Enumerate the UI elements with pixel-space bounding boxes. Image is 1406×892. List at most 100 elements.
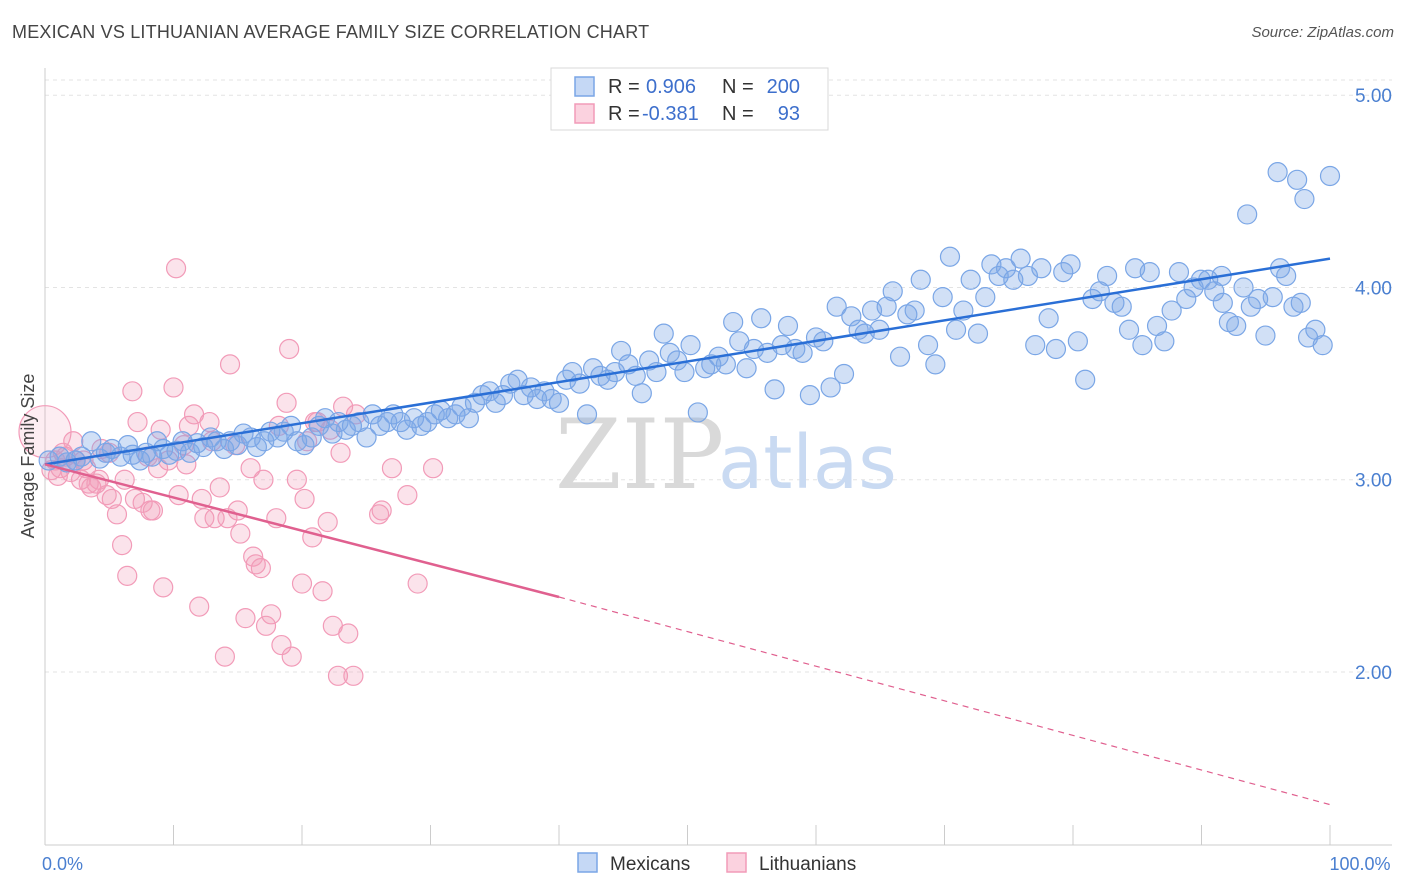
lithuanian-point bbox=[178, 415, 200, 436]
mexican-point bbox=[917, 335, 939, 356]
lithuanian-point bbox=[369, 504, 390, 525]
lithuanian-point bbox=[147, 458, 169, 479]
lithuanian-point bbox=[261, 604, 282, 625]
legend-r-value: -0.381 bbox=[642, 103, 699, 125]
mexican-point bbox=[356, 427, 377, 448]
legend: R = 0.906 N = 200 R = -0.381 N = 93 bbox=[550, 67, 829, 131]
mexican-point bbox=[403, 408, 425, 429]
lithuanian-point bbox=[219, 354, 241, 375]
mexican-point bbox=[674, 361, 695, 383]
mexican-point bbox=[576, 404, 598, 425]
lithuanian-point bbox=[381, 458, 403, 479]
mexican-point bbox=[1176, 288, 1197, 310]
mexican-point bbox=[1233, 277, 1254, 298]
mexican-point bbox=[659, 342, 680, 363]
mexican-point bbox=[1060, 254, 1081, 275]
legend-n-value: 200 bbox=[767, 76, 800, 98]
lithuanians-trend-extension bbox=[558, 596, 1331, 806]
axes bbox=[44, 68, 1392, 846]
legend-r-label: R = bbox=[608, 103, 640, 125]
mexican-point bbox=[932, 286, 953, 308]
lithuanian-point bbox=[317, 511, 338, 533]
lithuanian-point bbox=[294, 488, 315, 510]
y-tick-label: 3.00 bbox=[1355, 471, 1392, 492]
lithuanian-point bbox=[127, 411, 148, 433]
mexican-point bbox=[1255, 325, 1276, 346]
mexican-point bbox=[680, 335, 701, 356]
mexican-point bbox=[975, 286, 996, 308]
mexican-point bbox=[1154, 331, 1175, 352]
mexican-point bbox=[1118, 319, 1140, 340]
source-label: Source: ZipAtlas.com bbox=[1251, 24, 1394, 41]
mexican-point bbox=[945, 319, 967, 340]
bottom-legend-swatch-lithuanians bbox=[726, 852, 747, 873]
mexican-point bbox=[889, 346, 911, 367]
lithuanian-point bbox=[165, 258, 187, 279]
lithuanian-point bbox=[78, 473, 99, 494]
mexican-point bbox=[322, 423, 343, 444]
lithuanian-point bbox=[291, 573, 313, 594]
mexican-point bbox=[777, 315, 799, 337]
mexican-point bbox=[417, 411, 438, 433]
mexican-point bbox=[464, 392, 486, 413]
lithuanian-point bbox=[214, 646, 235, 667]
x-tick-labels: 0.0% 100.0% bbox=[42, 854, 1391, 874]
watermark-zip: ZIP bbox=[555, 399, 724, 511]
lithuanian-point bbox=[422, 458, 444, 479]
x-tick-label: 0.0% bbox=[42, 854, 83, 874]
y-tick-label: 4.00 bbox=[1355, 278, 1392, 299]
lithuanian-point bbox=[250, 558, 271, 579]
lithuanian-point bbox=[122, 381, 143, 402]
mexican-point bbox=[925, 354, 946, 375]
mexican-point bbox=[1031, 258, 1052, 279]
mexican-point bbox=[526, 388, 548, 410]
mexican-point bbox=[995, 258, 1017, 279]
mexican-point bbox=[1294, 188, 1315, 210]
lithuanian-point bbox=[106, 504, 128, 525]
mexican-point bbox=[1132, 335, 1153, 356]
y-tick-label: 2.00 bbox=[1355, 663, 1392, 684]
lithuanian-point bbox=[235, 608, 256, 629]
lithuanian-point bbox=[281, 646, 302, 667]
legend-n-label: N = bbox=[722, 103, 754, 125]
mexican-point bbox=[820, 377, 841, 398]
mexican-point bbox=[1168, 261, 1190, 283]
mexican-point bbox=[882, 281, 903, 302]
mexican-point bbox=[723, 311, 744, 333]
lithuanian-point bbox=[330, 442, 351, 463]
mexican-point bbox=[254, 431, 275, 452]
mexican-point bbox=[1097, 265, 1118, 287]
mexican-point bbox=[639, 350, 660, 371]
mexican-point bbox=[1025, 335, 1046, 356]
mexican-point bbox=[1262, 286, 1283, 308]
bottom-legend: Mexicans Lithuanians bbox=[577, 852, 856, 875]
mexican-point bbox=[910, 269, 931, 290]
chart-title: MEXICAN VS LITHUANIAN AVERAGE FAMILY SIZ… bbox=[12, 22, 650, 42]
lithuanian-point bbox=[111, 534, 133, 556]
mexican-point bbox=[411, 415, 432, 436]
mexican-point bbox=[1312, 335, 1333, 356]
grid-lines bbox=[45, 79, 1392, 673]
mexican-point bbox=[1226, 315, 1247, 337]
mexican-point bbox=[294, 435, 315, 456]
trend-lines bbox=[44, 257, 1331, 806]
legend-box bbox=[550, 67, 829, 131]
mexican-point bbox=[1111, 296, 1132, 317]
watermark-atlas: atlas bbox=[718, 420, 897, 506]
mexican-point bbox=[301, 427, 322, 448]
mexican-point bbox=[1287, 169, 1308, 190]
lithuanian-point bbox=[243, 546, 264, 567]
lithuanian-point bbox=[253, 469, 274, 490]
mexican-point bbox=[653, 323, 674, 344]
lithuanian-point bbox=[407, 573, 428, 594]
lithuanian-point bbox=[276, 392, 297, 413]
legend-r-label: R = bbox=[608, 76, 640, 98]
lithuanian-point bbox=[397, 485, 418, 506]
lithuanian-point bbox=[343, 665, 364, 686]
x-tick-label: 100.0% bbox=[1329, 854, 1390, 874]
bottom-legend-label-mexicans: Mexicans bbox=[610, 854, 690, 875]
lithuanian-point bbox=[286, 469, 307, 490]
mexican-point bbox=[534, 381, 555, 402]
lithuanian-point bbox=[101, 488, 122, 510]
lithuanian-point bbox=[271, 634, 292, 656]
